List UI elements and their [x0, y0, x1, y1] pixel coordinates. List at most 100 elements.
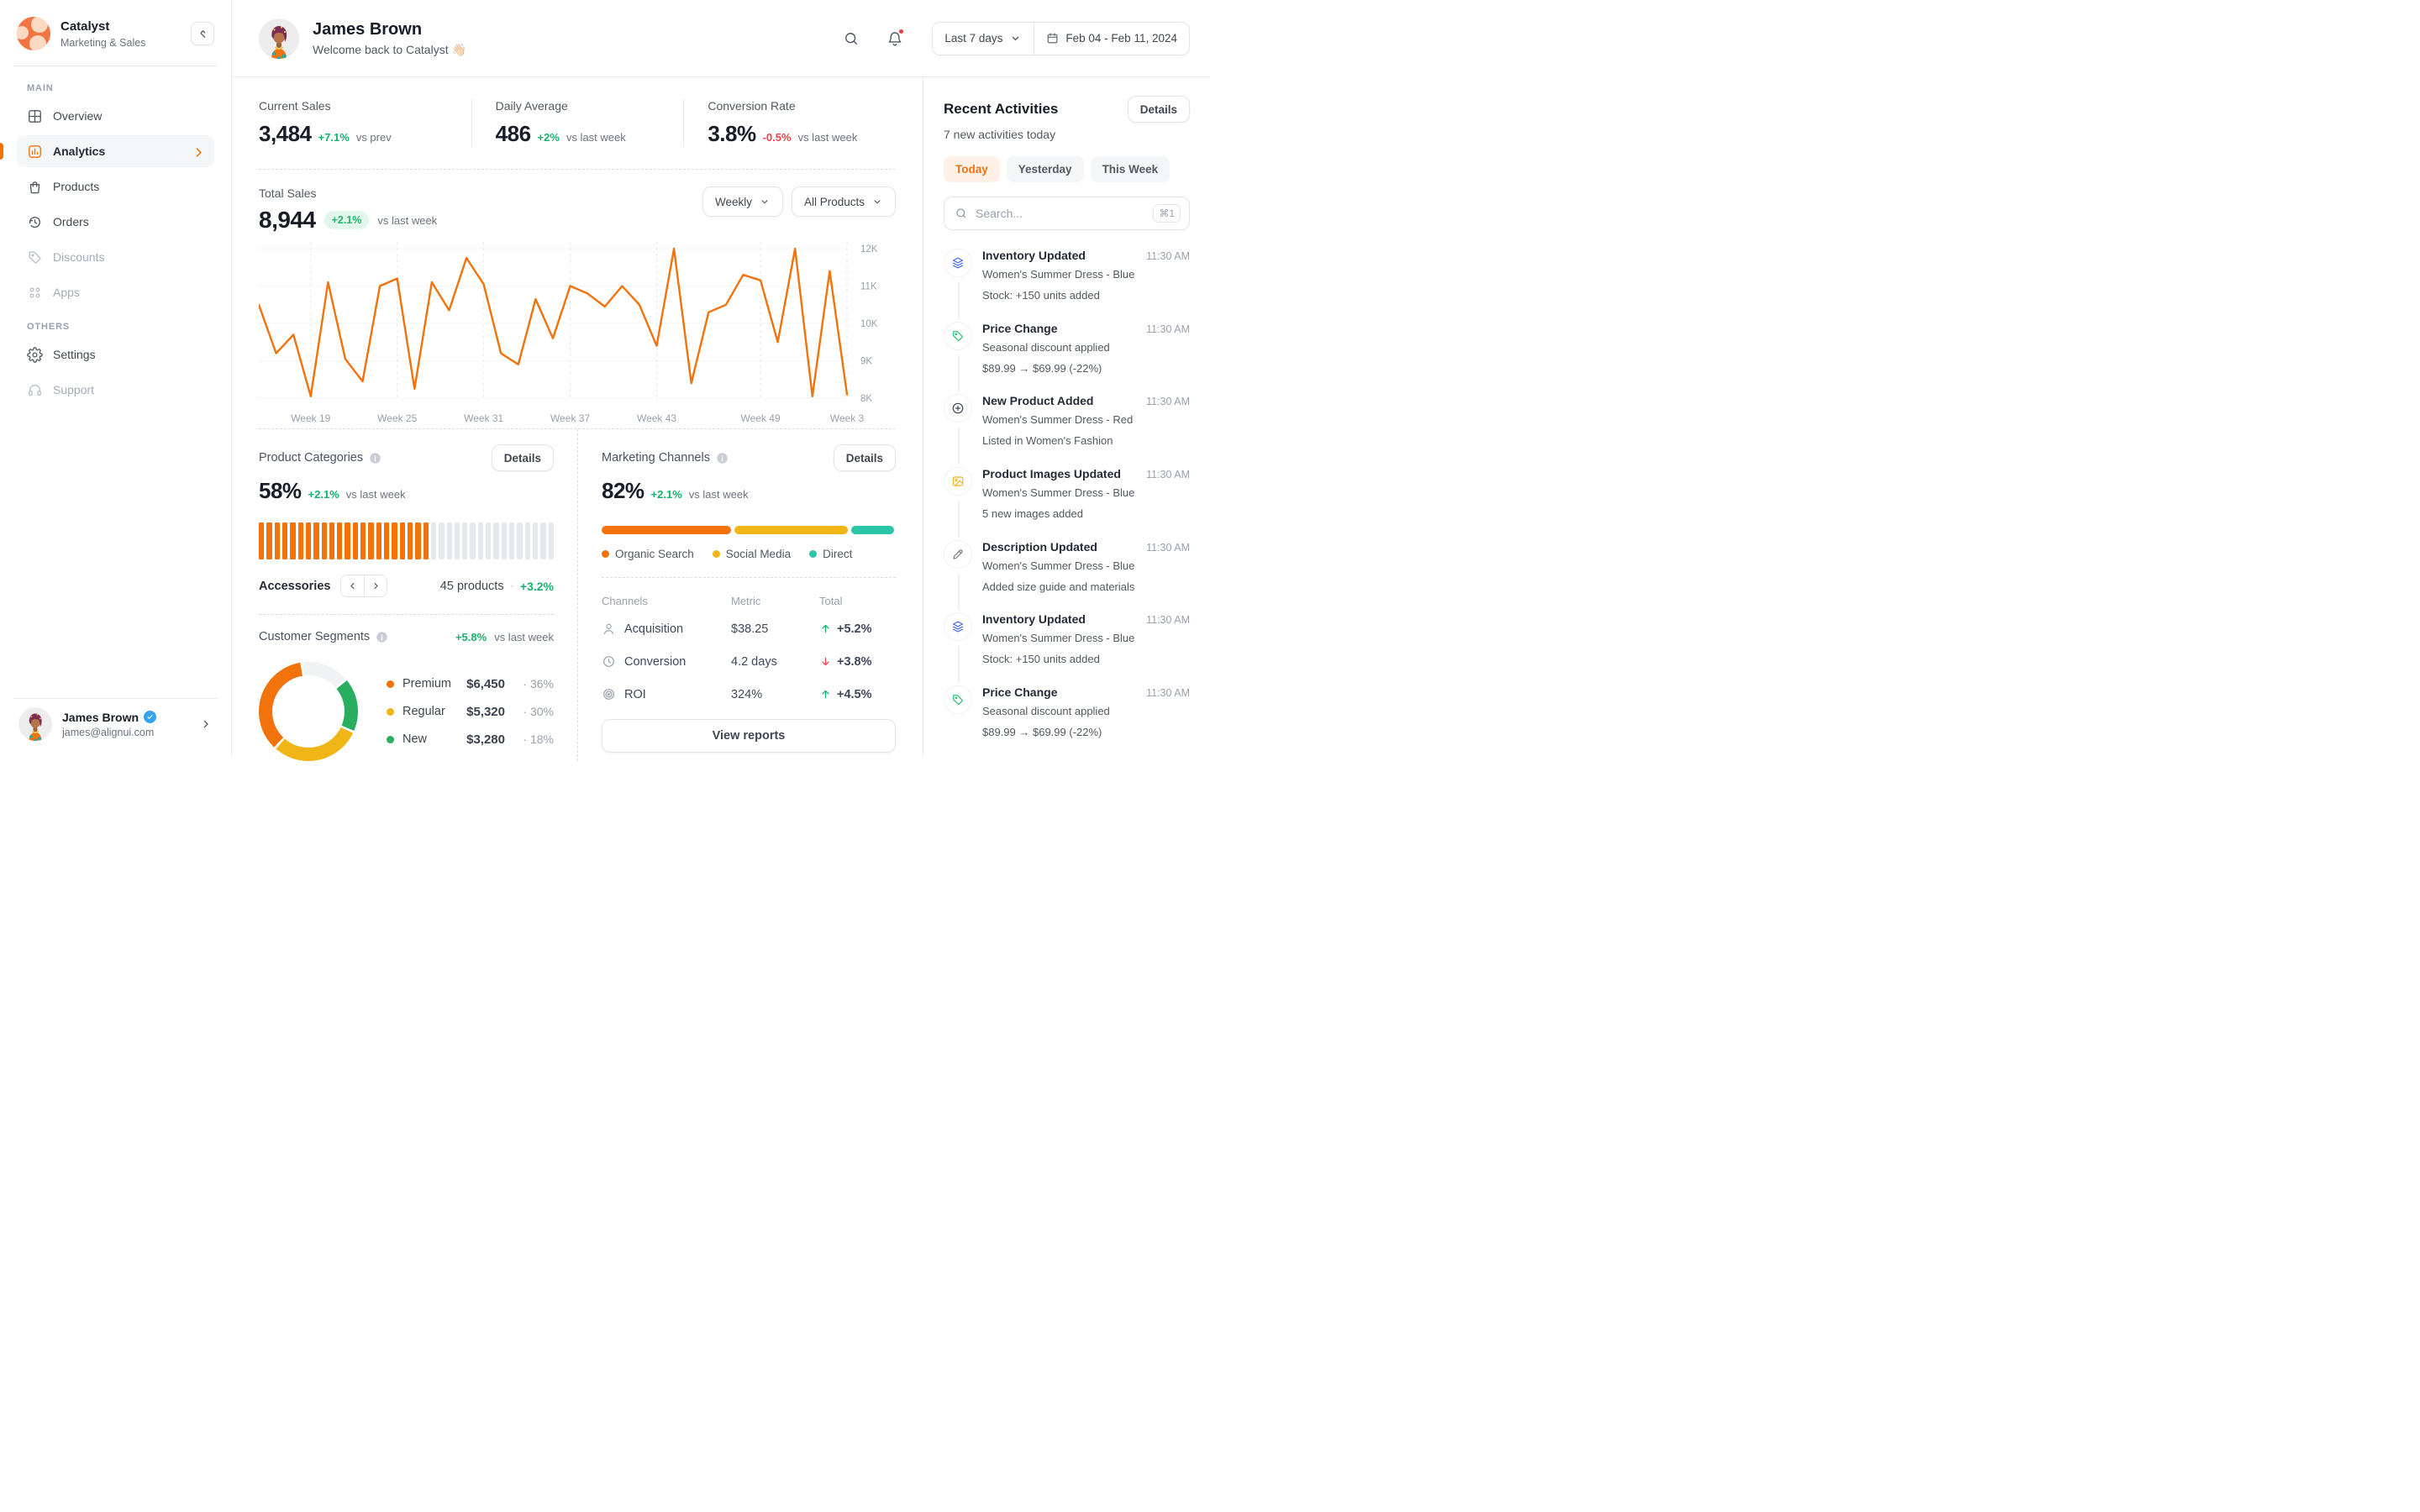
view-reports-button[interactable]: View reports: [602, 719, 896, 753]
prev-category-button[interactable]: [341, 575, 365, 596]
search-button[interactable]: [836, 24, 866, 54]
stat-suffix: vs last week: [797, 131, 858, 144]
date-range-picker[interactable]: Feb 04 - Feb 11, 2024: [1034, 22, 1189, 55]
channels-legend: Organic Search Social Media Direct: [602, 548, 896, 560]
total-sales-label: Total Sales: [259, 186, 317, 200]
legend-label: Social Media: [725, 548, 792, 560]
activities-subtitle: 7 new activities today: [944, 128, 1056, 141]
segment-value: $5,320: [466, 704, 505, 719]
svg-text:8K: 8K: [860, 394, 872, 404]
activity-time: 11:30 AM: [1146, 396, 1190, 408]
customer-segments-delta: +5.8%: [455, 630, 487, 643]
progress-bar-segment: [454, 522, 460, 559]
next-category-button[interactable]: [364, 575, 387, 596]
activities-search: ⌘1: [944, 197, 1190, 230]
activity-detail: Listed in Women's Fashion: [982, 434, 1113, 448]
stat-label: Current Sales: [259, 99, 331, 113]
active-indicator: [0, 143, 3, 160]
info-icon: [369, 452, 381, 465]
section-divider: [602, 577, 896, 578]
svg-text:Week 19: Week 19: [291, 412, 330, 424]
progress-bar-segment: [392, 522, 397, 559]
nav-section-label-others: OTHERS: [27, 322, 71, 332]
notification-dot: [898, 28, 905, 34]
image-icon: [944, 467, 972, 496]
history-icon: [27, 214, 43, 230]
activity-item-price-change[interactable]: Price Change 11:30 AM Seasonal discount …: [944, 321, 1190, 395]
segment-name: New: [402, 732, 428, 746]
sidebar-item-analytics[interactable]: Analytics: [0, 135, 214, 167]
activities-tabs: Today Yesterday This Week: [944, 156, 1190, 182]
tab-yesterday[interactable]: Yesterday: [1006, 156, 1084, 182]
activity-item-product-images-updated[interactable]: Product Images Updated 11:30 AM Women's …: [944, 467, 1190, 540]
sidebar-item-support[interactable]: Support: [17, 374, 214, 406]
search-input[interactable]: [976, 207, 1146, 220]
activity-time: 11:30 AM: [1146, 541, 1190, 554]
activity-time: 11:30 AM: [1146, 687, 1190, 700]
workspace-row: Catalyst Marketing & Sales: [17, 17, 214, 50]
channel-name: Conversion: [624, 654, 687, 669]
products-dropdown[interactable]: All Products: [791, 186, 896, 217]
segment-row-new: New $3,280 · 18%: [387, 726, 554, 753]
progress-bar-segment: [360, 522, 366, 559]
sidebar-item-products[interactable]: Products: [17, 171, 214, 202]
period-dropdown[interactable]: Weekly: [702, 186, 783, 217]
tab-this-week[interactable]: This Week: [1090, 156, 1171, 182]
notifications-button[interactable]: [880, 24, 910, 54]
activity-detail: Women's Summer Dress - Red: [982, 413, 1134, 427]
sidebar-item-label: Orders: [53, 215, 89, 228]
total-sales-suffix: vs last week: [377, 213, 438, 227]
sidebar-item-apps[interactable]: Apps: [17, 276, 214, 308]
page-title: James Brown: [313, 19, 423, 39]
arrow-down-icon: [819, 655, 832, 668]
marketing-channels-details-button[interactable]: Details: [833, 444, 896, 471]
sidebar-item-orders[interactable]: Orders: [17, 206, 214, 238]
tab-today[interactable]: Today: [944, 156, 1000, 182]
sidebar-item-settings[interactable]: Settings: [17, 339, 214, 370]
activity-item-description-updated[interactable]: Description Updated 11:30 AM Women's Sum…: [944, 539, 1190, 613]
layers-icon: [944, 612, 972, 642]
channel-metric: 4.2 days: [731, 654, 777, 669]
period-select[interactable]: Last 7 days: [933, 22, 1034, 55]
stat-value: 3.8%: [708, 121, 756, 146]
progress-bar-segment: [329, 522, 335, 559]
sidebar-item-overview[interactable]: Overview: [17, 100, 214, 132]
welcome-subtitle: Welcome back to Catalyst 👋🏻: [313, 42, 466, 56]
activity-detail: Seasonal discount applied: [982, 340, 1110, 354]
activity-title: Inventory Updated: [982, 612, 1086, 627]
recent-activities-title: Recent Activities: [944, 101, 1059, 117]
segment-percent: · 18%: [523, 732, 554, 746]
progress-bar-segment: [384, 522, 390, 559]
product-categories-details-button[interactable]: Details: [491, 444, 554, 471]
sidebar-item-label: Settings: [53, 348, 96, 361]
user-name: James Brown: [62, 710, 139, 724]
activity-title: Inventory Updated: [982, 249, 1086, 262]
activity-item-inventory-updated[interactable]: Inventory Updated 11:30 AM Women's Summe…: [944, 249, 1190, 322]
progress-bar-segment: [290, 522, 296, 559]
user-menu[interactable]: James Brown james@alignui.com: [17, 702, 214, 741]
sidebar: Catalyst Marketing & Sales MAIN Overview A…: [0, 0, 232, 756]
table-row-roi: ROI 324% +4.5%: [602, 678, 896, 711]
keyboard-shortcut-badge: ⌘1: [1153, 204, 1181, 223]
total-sales-value: 8,944: [259, 207, 316, 233]
activity-item-new-product-added[interactable]: New Product Added 11:30 AM Women's Summe…: [944, 394, 1190, 467]
activity-time: 11:30 AM: [1146, 469, 1190, 481]
segment-value: $6,450: [466, 676, 505, 691]
channel-total: +5.2%: [837, 622, 872, 636]
progress-bar-segment: [368, 522, 374, 559]
svg-text:12K: 12K: [860, 244, 878, 255]
channel-legend-organic-search: Organic Search: [602, 548, 694, 560]
sidebar-item-discounts[interactable]: Discounts: [17, 241, 214, 273]
activities-details-button[interactable]: Details: [1127, 96, 1190, 123]
date-range-label: Feb 04 - Feb 11, 2024: [1065, 32, 1177, 45]
clock-icon: [602, 654, 616, 669]
stat-current-sales: Current Sales 3,484 +7.1% vs prev: [259, 99, 471, 147]
chevron-down-icon: [759, 196, 771, 207]
activity-item-inventory-updated[interactable]: Inventory Updated 11:30 AM Women's Summe…: [944, 612, 1190, 685]
chevron-right-icon: [199, 717, 213, 731]
bag-icon: [27, 179, 43, 195]
activity-title: Description Updated: [982, 539, 1097, 554]
activity-item-price-change[interactable]: Price Change 11:30 AM Seasonal discount …: [944, 685, 1190, 756]
workspace-switcher-button[interactable]: [191, 22, 214, 45]
stat-conversion-rate: Conversion Rate 3.8% -0.5% vs last week: [683, 99, 896, 147]
